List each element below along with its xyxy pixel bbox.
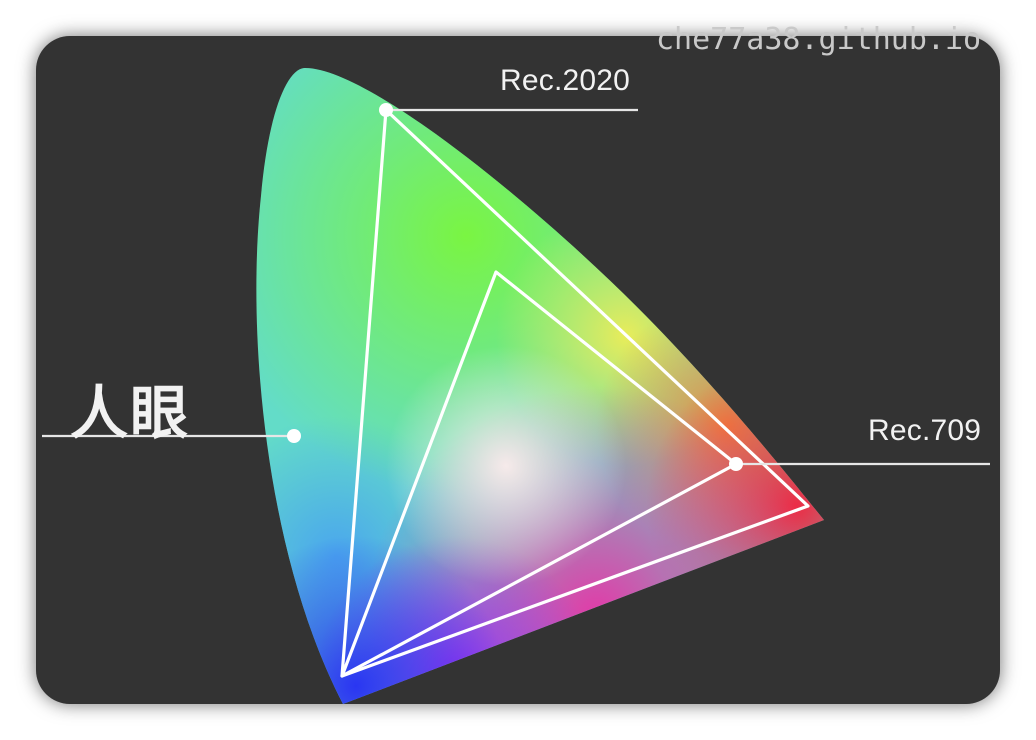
rec2020-triangle [340,108,810,678]
rec709-triangle [340,270,738,678]
rec2020-label: Rec.2020 [500,64,631,97]
watermark-text: che77a38.github.io [656,22,982,57]
diagram-card: Rec.2020 Rec.709 人眼 [36,36,1000,704]
rec709-label: Rec.709 [868,414,982,447]
rec2020-marker-dot [379,103,393,117]
cie-chromaticity-diagram [42,67,990,704]
human-eye-label: 人眼 [70,381,191,446]
rec709-marker-dot [729,457,743,471]
human-eye-marker-dot [287,429,301,443]
